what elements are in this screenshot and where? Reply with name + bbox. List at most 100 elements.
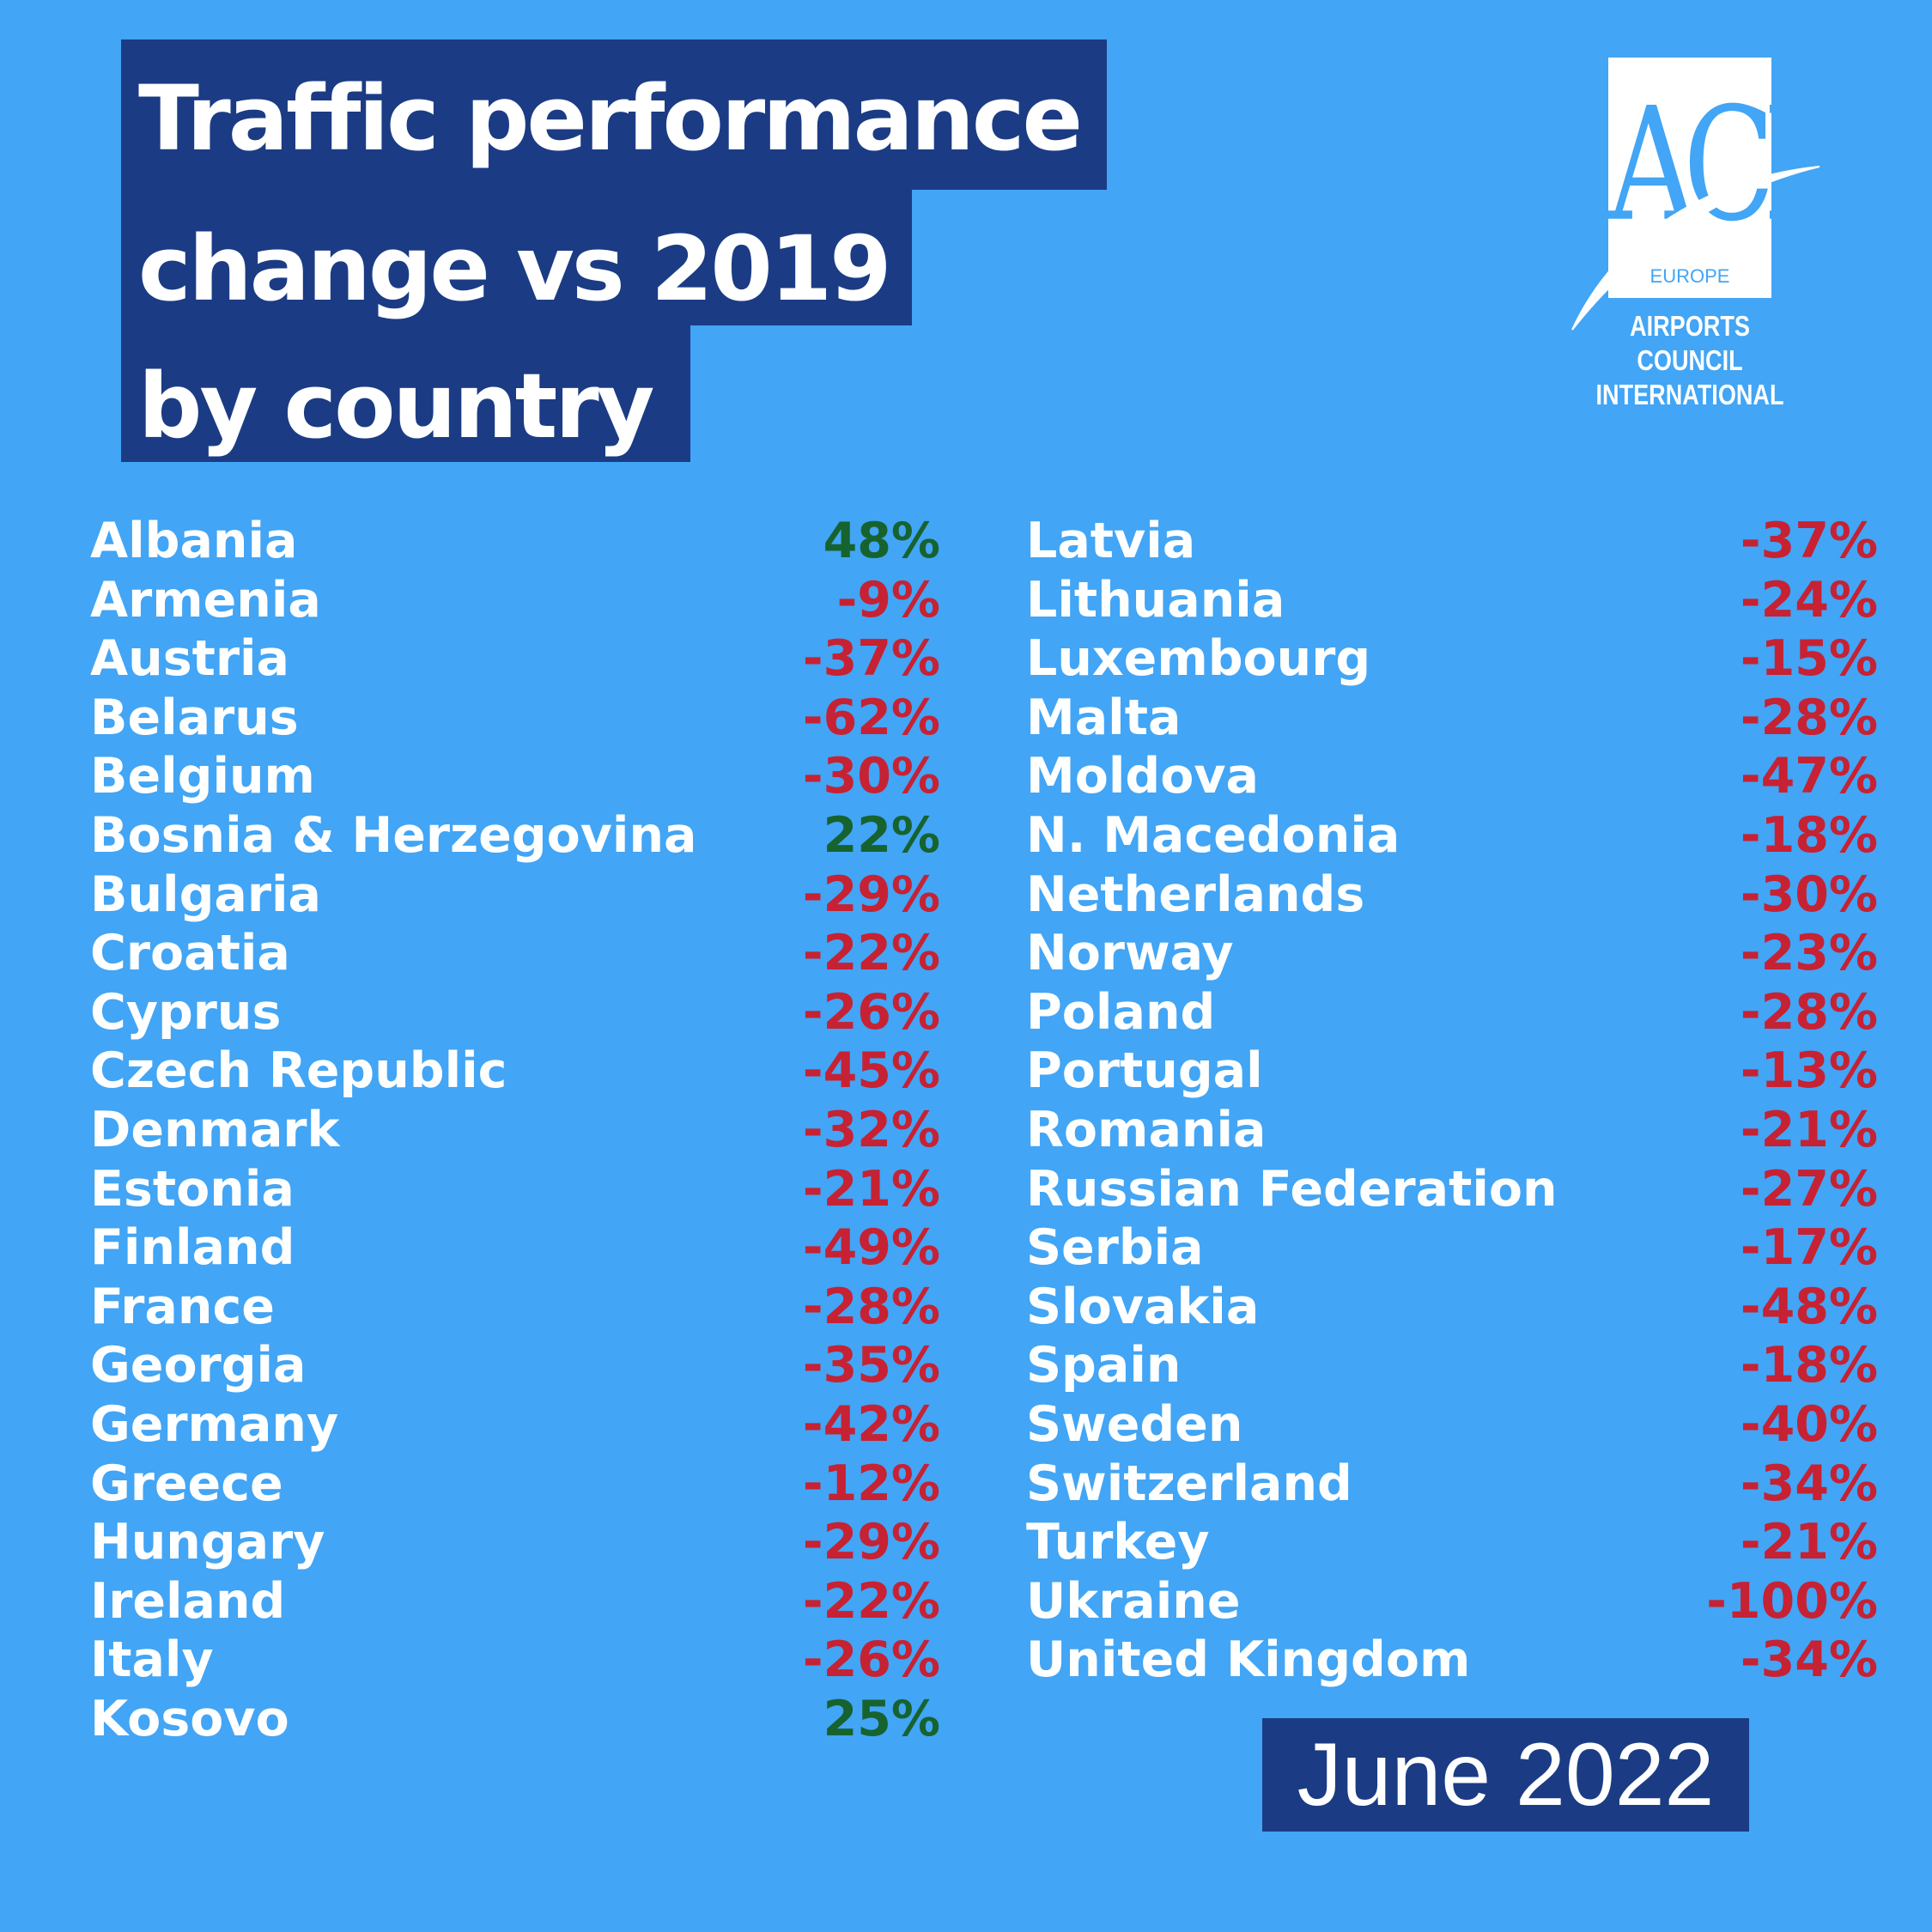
country-row: Lithuania -24% — [1026, 571, 1878, 630]
change-value: -30% — [1740, 866, 1878, 923]
country-row: Turkey -21% — [1026, 1513, 1878, 1572]
country-name: Poland — [1026, 983, 1216, 1041]
change-value: -100% — [1706, 1572, 1878, 1630]
country-name: Armenia — [90, 571, 321, 629]
country-name: Netherlands — [1026, 866, 1365, 923]
country-row: United Kingdom -34% — [1026, 1631, 1878, 1690]
change-value: -45% — [802, 1042, 940, 1100]
country-row: Austria -37% — [90, 629, 940, 689]
country-name: Italy — [90, 1631, 214, 1689]
change-value: -24% — [1740, 571, 1878, 629]
country-name: Russian Federation — [1026, 1160, 1558, 1218]
change-value: -47% — [1740, 748, 1878, 805]
country-name: Denmark — [90, 1101, 340, 1158]
country-row: Malta -28% — [1026, 689, 1878, 748]
change-value: -49% — [802, 1219, 940, 1277]
change-value: -21% — [1740, 1101, 1878, 1158]
change-value: -40% — [1740, 1395, 1878, 1453]
country-name: Romania — [1026, 1101, 1267, 1158]
country-row: Moldova -47% — [1026, 747, 1878, 806]
country-name: Ireland — [90, 1572, 286, 1630]
change-value: -29% — [802, 1514, 940, 1571]
title-line-2: change vs 2019 — [121, 190, 912, 325]
country-name: United Kingdom — [1026, 1631, 1471, 1689]
country-name: Albania — [90, 513, 298, 569]
change-value: -23% — [1740, 925, 1878, 982]
country-name: Cyprus — [90, 983, 282, 1041]
country-name: Kosovo — [90, 1690, 289, 1747]
country-name: Ukraine — [1026, 1572, 1241, 1630]
country-name: Hungary — [90, 1514, 325, 1571]
country-row: Albania 48% — [90, 512, 940, 571]
change-value: 25% — [823, 1690, 940, 1747]
change-value: -12% — [802, 1455, 940, 1512]
change-value: -28% — [1740, 983, 1878, 1041]
change-value: -42% — [802, 1395, 940, 1453]
change-value: -9% — [836, 571, 940, 629]
country-name: Norway — [1026, 925, 1234, 982]
country-name: Serbia — [1026, 1219, 1204, 1277]
logo-org-line-1: AIRPORTS COUNCIL — [1630, 310, 1750, 376]
country-row: Luxembourg -15% — [1026, 629, 1878, 689]
country-name: Austria — [90, 630, 289, 688]
logo-region: EUROPE — [1649, 265, 1730, 287]
change-value: -28% — [802, 1278, 940, 1335]
change-value: -17% — [1740, 1219, 1878, 1277]
country-row: Latvia -37% — [1026, 512, 1878, 571]
country-row: Czech Republic -45% — [90, 1042, 940, 1101]
change-value: -37% — [1740, 513, 1878, 569]
country-name: Belgium — [90, 748, 315, 805]
country-row: Bosnia & Herzegovina 22% — [90, 806, 940, 866]
change-value: -48% — [1740, 1278, 1878, 1335]
country-name: Portugal — [1026, 1042, 1263, 1100]
change-value: -26% — [802, 983, 940, 1041]
country-row: Sweden -40% — [1026, 1395, 1878, 1455]
country-row: Greece -12% — [90, 1455, 940, 1514]
change-value: -13% — [1740, 1042, 1878, 1100]
change-value: -32% — [802, 1101, 940, 1158]
country-name: Germany — [90, 1395, 339, 1453]
logo-org-name: AIRPORTS COUNCIL INTERNATIONAL — [1588, 309, 1792, 412]
change-value: -18% — [1740, 1337, 1878, 1394]
title-line-3: by country — [121, 325, 690, 462]
country-name: Latvia — [1026, 513, 1196, 569]
change-value: -37% — [802, 630, 940, 688]
country-row: Ireland -22% — [90, 1572, 940, 1631]
country-row: Cyprus -26% — [90, 983, 940, 1042]
date-label: June 2022 — [1262, 1718, 1749, 1832]
country-name: N. Macedonia — [1026, 806, 1400, 864]
country-name: Greece — [90, 1455, 283, 1512]
country-name: Finland — [90, 1219, 295, 1277]
change-value: -30% — [802, 748, 940, 805]
logo-swoosh-icon — [1571, 166, 1820, 331]
country-row: Ukraine -100% — [1026, 1572, 1878, 1631]
change-value: -21% — [802, 1160, 940, 1218]
country-name: France — [90, 1278, 275, 1335]
change-value: -15% — [1740, 630, 1878, 688]
logo-org-line-2: INTERNATIONAL — [1595, 379, 1784, 410]
country-list-right: Latvia -37% Lithuania -24% Luxembourg -15% Mal… — [1026, 512, 1878, 1690]
country-row: N. Macedonia -18% — [1026, 806, 1878, 866]
country-name: Switzerland — [1026, 1455, 1352, 1512]
country-name: Slovakia — [1026, 1278, 1260, 1335]
change-value: -35% — [802, 1337, 940, 1394]
country-name: Estonia — [90, 1160, 295, 1218]
country-row: Belarus -62% — [90, 689, 940, 748]
change-value: -29% — [802, 866, 940, 923]
country-row: Italy -26% — [90, 1631, 940, 1690]
change-value: -26% — [802, 1631, 940, 1689]
country-name: Turkey — [1026, 1514, 1210, 1571]
country-name: Sweden — [1026, 1395, 1243, 1453]
country-row: Bulgaria -29% — [90, 866, 940, 925]
country-row: Romania -21% — [1026, 1101, 1878, 1160]
country-row: Portugal -13% — [1026, 1042, 1878, 1101]
country-row: Poland -28% — [1026, 983, 1878, 1042]
country-row: Kosovo 25% — [90, 1690, 940, 1749]
country-name: Lithuania — [1026, 571, 1285, 629]
change-value: -34% — [1740, 1631, 1878, 1689]
country-row: Finland -49% — [90, 1218, 940, 1278]
country-row: Russian Federation -27% — [1026, 1160, 1878, 1219]
change-value: -34% — [1740, 1455, 1878, 1512]
aci-europe-logo: ACI EUROPE AIRPORTS COUNCIL INTERNATIONA… — [1565, 53, 1823, 410]
country-row: Norway -23% — [1026, 924, 1878, 983]
